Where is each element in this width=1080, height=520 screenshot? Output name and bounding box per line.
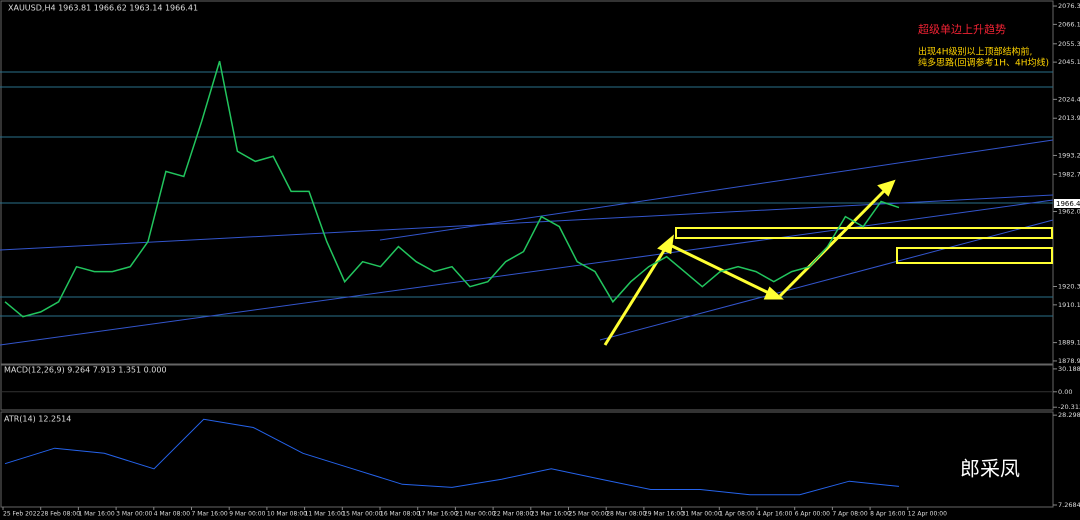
price-label: 1966.41 bbox=[1056, 200, 1080, 208]
symbol-title: XAUUSD,H4 1963.81 1966.62 1963.14 1966.4… bbox=[8, 4, 198, 13]
x-tick-label: 12 Apr 00:00 bbox=[908, 511, 947, 518]
x-tick-label: 21 Mar 00:00 bbox=[455, 511, 495, 518]
y-tick-label: 2055.30 bbox=[1058, 40, 1080, 48]
x-tick-label: 28 Mar 08:00 bbox=[606, 511, 646, 518]
y-tick-label: 2013.90 bbox=[1058, 114, 1080, 122]
annotation: 纯多思路(回调参考1H、4H均线) bbox=[918, 57, 1049, 69]
x-tick-label: 9 Mar 00:00 bbox=[229, 511, 265, 518]
y-tick-label: 2024.40 bbox=[1058, 95, 1080, 103]
y-tick-label: 2066.10 bbox=[1058, 20, 1080, 28]
series-line bbox=[4, 418, 900, 496]
x-tick-label: 25 Feb 2022 bbox=[3, 511, 41, 518]
x-tick-label: 28 Feb 08:00 bbox=[41, 511, 81, 518]
arrows bbox=[603, 179, 896, 346]
y-tick-label: 28.2988 bbox=[1058, 411, 1080, 419]
x-tick-label: 1 Mar 16:00 bbox=[78, 511, 114, 518]
atr-label: ATR(14) 12.2514 bbox=[4, 415, 71, 424]
x-tick-label: 3 Mar 00:00 bbox=[116, 511, 152, 518]
x-tick-label: 29 Mar 16:00 bbox=[644, 511, 684, 518]
watermark: 郎采凤 bbox=[960, 457, 1020, 481]
y-tick-label: 0.00 bbox=[1058, 388, 1072, 396]
y-tick-label: 2045.10 bbox=[1058, 58, 1080, 66]
y-tick-label: 1878.90 bbox=[1058, 357, 1080, 365]
x-tick-label: 11 Mar 16:00 bbox=[305, 511, 345, 518]
annotation: 超级单边上升趋势 bbox=[918, 22, 1006, 36]
x-tick-label: 15 Mar 00:00 bbox=[342, 511, 382, 518]
price-tag bbox=[1054, 199, 1080, 208]
y-tick-label: -20.313 bbox=[1058, 403, 1080, 411]
x-tick-label: 31 Mar 00:00 bbox=[682, 511, 722, 518]
x-tick-label: 25 Mar 00:00 bbox=[569, 511, 609, 518]
y-tick-label: 1982.70 bbox=[1058, 170, 1080, 178]
x-tick-label: 1 Apr 08:00 bbox=[719, 511, 754, 518]
macd-label: MACD(12,26,9) 9.264 7.913 1.351 0.000 bbox=[4, 366, 167, 375]
x-tick-label: 23 Mar 16:00 bbox=[531, 511, 571, 518]
y-tick-label: 1910.10 bbox=[1058, 301, 1080, 309]
y-tick-label: 1889.10 bbox=[1058, 339, 1080, 347]
trendlines bbox=[0, 139, 1054, 346]
series-line bbox=[4, 60, 900, 318]
frames bbox=[0, 0, 1054, 508]
x-tick-label: 7 Apr 08:00 bbox=[832, 511, 867, 518]
y-tick-label: 7.2684 bbox=[1058, 501, 1080, 509]
x-tick-label: 16 Mar 08:00 bbox=[380, 511, 420, 518]
x-tick-label: 17 Mar 16:00 bbox=[418, 511, 458, 518]
boxes bbox=[675, 227, 1053, 264]
x-tick-label: 6 Apr 00:00 bbox=[795, 511, 830, 518]
y-tick-label: 1920.30 bbox=[1058, 283, 1080, 291]
x-tick-label: 10 Mar 08:00 bbox=[267, 511, 307, 518]
x-tick-label: 8 Apr 16:00 bbox=[870, 511, 905, 518]
y-tick-label: 30.188 bbox=[1058, 365, 1080, 373]
y-tick-label: 2076.30 bbox=[1058, 2, 1080, 10]
x-tick-label: 7 Mar 16:00 bbox=[192, 511, 228, 518]
y-tick-label: 1993.20 bbox=[1058, 151, 1080, 159]
levels bbox=[0, 71, 1053, 317]
y-tick-label: 1962.00 bbox=[1058, 208, 1080, 216]
annotation: 出现4H级别以上顶部结构前, bbox=[918, 46, 1032, 58]
x-tick-label: 22 Mar 08:00 bbox=[493, 511, 533, 518]
x-tick-label: 4 Apr 16:00 bbox=[757, 511, 792, 518]
x-tick-label: 4 Mar 08:00 bbox=[154, 511, 190, 518]
